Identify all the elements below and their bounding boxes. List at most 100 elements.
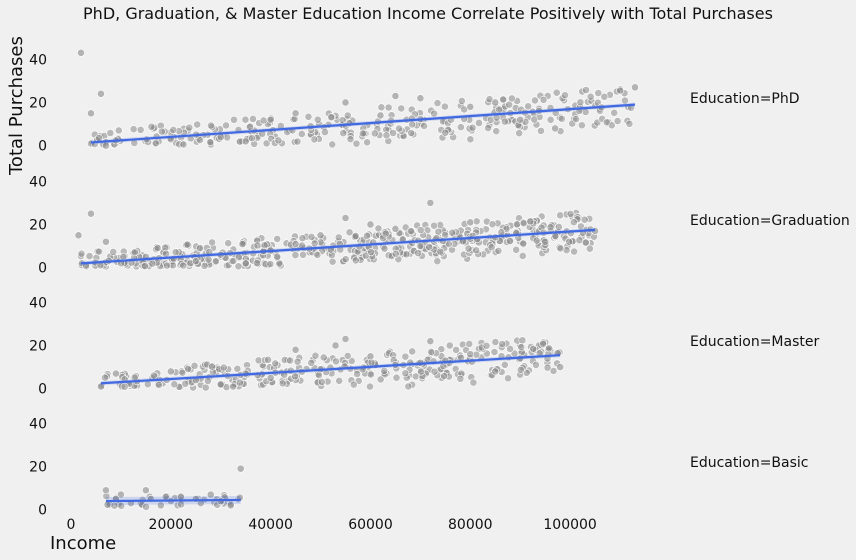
scatter-point — [264, 355, 272, 364]
scatter-point — [271, 359, 280, 368]
scatter-point — [374, 224, 383, 233]
scatter-point — [391, 92, 400, 100]
scatter-point — [130, 248, 139, 257]
scatter-point — [392, 373, 401, 382]
scatter-point — [158, 127, 166, 136]
scatter-point — [586, 92, 595, 101]
scatter-point — [466, 135, 475, 144]
scatter-point — [229, 257, 238, 265]
scatter-point — [519, 219, 528, 228]
scatter-point — [456, 123, 465, 132]
scatter-point — [363, 231, 371, 240]
scatter-point — [426, 198, 435, 207]
y-tick-label: 40 — [29, 295, 47, 311]
scatter-point — [539, 95, 548, 104]
scatter-point — [395, 124, 403, 133]
scatter-point — [517, 343, 526, 352]
scatter-point — [191, 257, 200, 266]
scatter-point — [190, 361, 199, 370]
scatter-point — [345, 228, 354, 237]
scatter-point — [524, 102, 533, 111]
scatter-point — [193, 120, 202, 129]
scatter-point — [226, 501, 235, 510]
scatter-point — [291, 345, 300, 354]
scatter-point — [87, 109, 95, 118]
scatter-point — [343, 111, 352, 120]
scatter-point — [142, 502, 151, 511]
scatter-point — [170, 380, 179, 389]
scatter-point — [631, 83, 639, 92]
scatter-point — [185, 123, 194, 132]
scatter-point — [575, 236, 584, 245]
scatter-point — [331, 341, 340, 350]
scatter-point — [491, 338, 500, 346]
y-tick-label: 20 — [29, 217, 47, 233]
scatter-point — [464, 244, 473, 253]
scatter-point — [109, 247, 118, 256]
scatter-point — [407, 129, 416, 137]
scatter-point — [519, 239, 528, 248]
scatter-point — [610, 108, 619, 117]
scatter-point — [468, 123, 477, 132]
scatter-point — [332, 357, 340, 366]
scatter-point — [273, 252, 282, 261]
scatter-point — [600, 92, 609, 101]
scatter-point — [201, 383, 210, 392]
scatter-point — [233, 364, 242, 373]
scatter-point — [546, 115, 555, 124]
scatter-point — [328, 140, 337, 149]
scatter-point — [494, 246, 503, 255]
scatter-point — [491, 367, 500, 376]
scatter-point — [554, 223, 563, 231]
y-tick-label: 40 — [29, 416, 47, 432]
scatter-point — [466, 218, 475, 227]
scatter-point — [310, 239, 319, 248]
scatter-point — [366, 370, 375, 379]
scatter-point — [207, 121, 215, 130]
scatter-point — [472, 246, 481, 255]
scatter-point — [310, 135, 319, 144]
scatter-point — [578, 121, 586, 130]
scatter-point — [106, 129, 115, 137]
scatter-point — [341, 214, 350, 222]
scatter-point — [358, 129, 367, 138]
scatter-point — [401, 369, 410, 378]
scatter-point — [366, 220, 375, 229]
scatter-point — [537, 126, 545, 135]
scatter-point — [112, 369, 120, 378]
scatter-point — [551, 124, 560, 133]
scatter-point — [389, 129, 397, 137]
scatter-point — [448, 228, 457, 237]
x-tick-label: 0 — [67, 517, 76, 533]
scatter-point — [148, 259, 157, 268]
scatter-point — [545, 344, 553, 353]
scatter-point — [293, 357, 302, 366]
scatter-point — [401, 352, 410, 361]
scatter-point — [278, 379, 287, 388]
scatter-point — [222, 121, 230, 130]
scatter-point — [299, 250, 307, 259]
scatter-point — [219, 363, 228, 372]
scatter-point — [141, 262, 149, 270]
scatter-point — [532, 360, 540, 369]
scatter-point — [101, 373, 109, 382]
scatter-point — [216, 380, 225, 389]
scatter-point — [297, 130, 306, 138]
scatter-point — [416, 242, 425, 250]
scatter-point — [241, 115, 250, 124]
scatter-point — [456, 374, 465, 383]
y-tick-label: 0 — [38, 382, 47, 398]
facet-label-graduation: Education=Graduation — [690, 213, 850, 229]
scatter-point — [408, 347, 417, 356]
scatter-point — [621, 96, 629, 105]
scatter-point — [102, 237, 110, 246]
scatter-point — [136, 125, 145, 134]
scatter-point — [208, 238, 216, 247]
scatter-point — [179, 140, 188, 149]
scatter-point — [346, 135, 355, 144]
scatter-point — [556, 363, 565, 371]
scatter-point — [466, 350, 475, 359]
scatter-point — [441, 128, 450, 137]
scatter-point — [391, 224, 400, 233]
scatter-point — [440, 102, 449, 111]
